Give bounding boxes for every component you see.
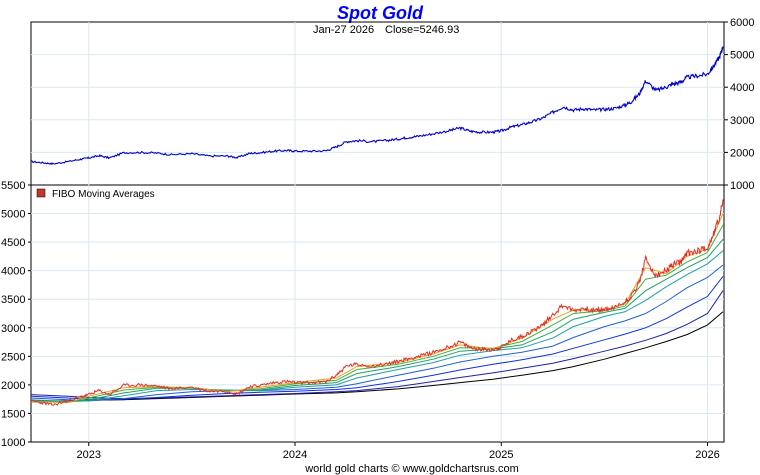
price-y-tick-label: 5000 <box>730 50 754 62</box>
price-y-tick-label: 6000 <box>730 17 754 29</box>
fibo-y-tick-label: 5000 <box>1 209 25 221</box>
fibo-y-tick-label: 1000 <box>1 437 25 449</box>
fibo-panel-frame <box>30 184 725 443</box>
price-panel-plot <box>31 46 724 166</box>
fibo-ma-line <box>30 276 724 400</box>
fibo-y-tick-label: 2000 <box>1 380 25 392</box>
fibo-ma-line <box>30 238 724 403</box>
fibo-ma-line <box>30 250 724 403</box>
fibo-y-tick-label: 3000 <box>1 323 25 335</box>
x-tick-label: 2023 <box>77 449 101 461</box>
fibo-panel-plot <box>30 199 724 406</box>
price-series-line <box>31 46 724 166</box>
fibo-ma-line <box>31 311 724 402</box>
x-tick-label: 2026 <box>695 449 719 461</box>
fibo-y-tick-label: 4000 <box>1 266 25 278</box>
price-y-tick-label: 2000 <box>730 147 754 159</box>
x-tick-label: 2024 <box>283 449 307 461</box>
fibo-y-tick-label: 3500 <box>1 294 25 306</box>
chart-title: Spot Gold <box>337 3 424 23</box>
axis-ticks: 2023 2024 2025 2026 1000 2000 3000 4000 5000 6000… <box>1 17 754 461</box>
fibo-y-tick-label: 2500 <box>1 351 25 363</box>
legend-swatch <box>36 188 46 198</box>
price-y-tick-label: 3000 <box>730 115 754 127</box>
fibo-ma-line <box>30 213 724 404</box>
fibo-price-line <box>30 199 724 406</box>
chart-subtitle-date: Jan-27 2026 <box>313 24 374 36</box>
fibo-y-tick-label: 5500 <box>1 180 25 192</box>
x-tick-label: 2025 <box>489 449 513 461</box>
price-y-tick-label: 1000 <box>730 180 754 192</box>
fibo-ma-line <box>30 264 724 402</box>
legend-label: FIBO Moving Averages <box>52 189 155 200</box>
fibo-ma-line <box>31 224 724 403</box>
footer-credit: world gold charts © www.goldchartsrus.co… <box>304 463 519 475</box>
fibo-y-tick-label: 4500 <box>1 237 25 249</box>
fibo-y-tick-label: 1500 <box>1 408 25 420</box>
price-panel-frame <box>30 21 725 186</box>
chart-subtitle-close: Close=5246.93 <box>385 24 459 36</box>
price-y-tick-label: 4000 <box>730 82 754 94</box>
